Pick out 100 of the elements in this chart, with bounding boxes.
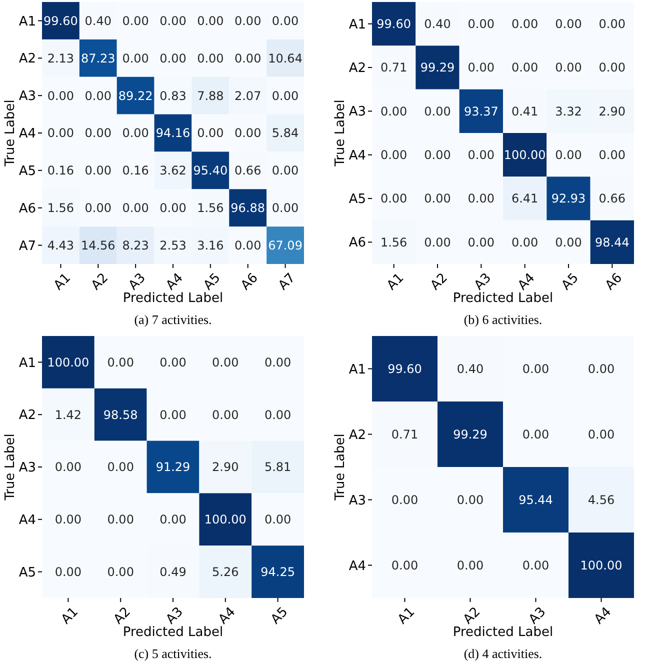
data-label: 0.16 [47, 164, 74, 178]
data-label: 4.43 [47, 238, 74, 252]
data-label: 0.00 [122, 201, 149, 216]
data-label: 0.00 [197, 14, 224, 28]
x-tick-label: A4 [216, 604, 239, 628]
data-label: 0.00 [212, 408, 239, 422]
data-label: 67.09 [268, 238, 302, 252]
data-label: 0.00 [47, 88, 74, 103]
data-label: 100.00 [580, 558, 622, 572]
data-label: 0.00 [84, 88, 112, 103]
data-label: 0.00 [522, 362, 550, 376]
data-label: 0.00 [391, 558, 418, 572]
data-label: 0.00 [107, 512, 134, 527]
data-label: 0.00 [160, 512, 186, 527]
x-tick-label: A4 [164, 270, 186, 294]
data-label: 7.88 [197, 88, 224, 103]
text: (c) 5 activities. [134, 646, 212, 661]
x-tick-label: A4 [592, 604, 615, 628]
x-tick-label: A2 [428, 270, 451, 294]
data-label: 0.00 [197, 51, 224, 66]
data-label: 0.00 [598, 148, 626, 162]
data-label: 0.00 [380, 104, 408, 118]
data-label: 0.00 [107, 460, 134, 474]
data-label: 0.00 [84, 126, 112, 140]
data-label: 0.83 [160, 88, 186, 103]
data-label: 0.00 [160, 51, 186, 66]
data-label: 99.29 [420, 60, 455, 75]
data-label: 0.00 [511, 60, 538, 75]
data-label: 0.00 [234, 51, 262, 66]
data-label: 95.44 [518, 492, 553, 507]
data-label: 0.00 [391, 492, 418, 507]
data-label: 91.29 [156, 460, 190, 474]
data-label: 0.00 [380, 192, 408, 206]
data-label: 0.00 [272, 201, 299, 216]
data-label: 6.41 [511, 192, 538, 206]
y-tick-label: A5 [18, 565, 36, 580]
data-label: 0.40 [424, 17, 451, 32]
x-tick-label: A4 [515, 270, 538, 294]
data-label: 0.00 [424, 104, 451, 118]
y-axis-title: True Label [333, 434, 348, 502]
data-label: 1.56 [47, 201, 74, 216]
data-label: 2.13 [47, 51, 74, 66]
data-label: 0.00 [160, 201, 186, 216]
x-tick-label: A7 [276, 270, 299, 294]
data-label: 0.40 [84, 14, 112, 28]
text: (a) 7 activities. [134, 312, 212, 327]
data-label: 99.29 [453, 427, 488, 442]
data-label: 2.07 [234, 88, 262, 103]
data-label: 3.62 [160, 164, 186, 178]
x-axis-title: Predicted Label [122, 291, 224, 306]
data-label: 0.00 [272, 164, 299, 178]
data-label: 5.84 [272, 126, 299, 140]
y-tick-label: A3 [18, 460, 36, 476]
data-label: 0.00 [468, 17, 495, 32]
data-label: 99.60 [388, 362, 422, 376]
x-axis-title: Predicted Label [452, 625, 554, 640]
data-label: 3.16 [197, 238, 224, 252]
y-tick-label: A6 [348, 236, 366, 251]
data-label: 0.00 [122, 14, 149, 28]
data-label: 4.56 [588, 492, 615, 507]
y-tick-label: A3 [348, 104, 366, 120]
data-label: 0.00 [107, 565, 134, 579]
data-label: 0.00 [468, 192, 495, 206]
y-tick-label: A3 [18, 89, 36, 104]
data-label: 0.00 [555, 60, 582, 75]
y-tick-label: A1 [18, 14, 36, 30]
data-label: 0.00 [272, 88, 299, 103]
y-tick-label: A7 [18, 238, 36, 254]
y-tick-label: A2 [18, 408, 36, 424]
x-tick-label: A2 [460, 604, 484, 628]
y-tick-label: A4 [18, 512, 36, 528]
y-tick-label: A2 [348, 428, 366, 443]
data-label: 0.00 [522, 558, 550, 572]
data-label: 0.00 [212, 355, 239, 370]
data-label: 0.00 [264, 408, 292, 422]
data-label: 0.00 [468, 60, 495, 75]
data-label: 3.32 [555, 104, 582, 118]
data-label: 0.66 [234, 164, 262, 178]
data-label: 0.00 [555, 148, 582, 162]
data-label: 92.93 [551, 192, 586, 206]
data-label: 0.00 [598, 17, 626, 32]
data-label: 0.00 [122, 126, 149, 140]
data-label: 94.16 [156, 126, 190, 140]
data-label: 0.00 [54, 460, 82, 474]
y-tick-label: A1 [348, 362, 366, 378]
data-label: 87.23 [80, 51, 116, 66]
x-tick-label: A3 [164, 604, 186, 628]
data-label: 93.37 [464, 104, 498, 118]
data-label: 0.00 [272, 14, 299, 28]
x-tick-label: A2 [88, 270, 112, 294]
data-label: 0.00 [122, 51, 149, 66]
data-label: 100.00 [47, 355, 90, 370]
data-label: 10.64 [268, 51, 302, 66]
data-label: 0.00 [468, 235, 495, 250]
y-axis-title: True Label [3, 434, 18, 502]
x-axis-title: Predicted Label [452, 291, 554, 306]
data-label: 0.00 [468, 148, 495, 162]
data-label: 0.00 [424, 235, 451, 250]
x-tick-label: A1 [58, 604, 82, 628]
text: (d) 4 activities. [464, 646, 542, 661]
